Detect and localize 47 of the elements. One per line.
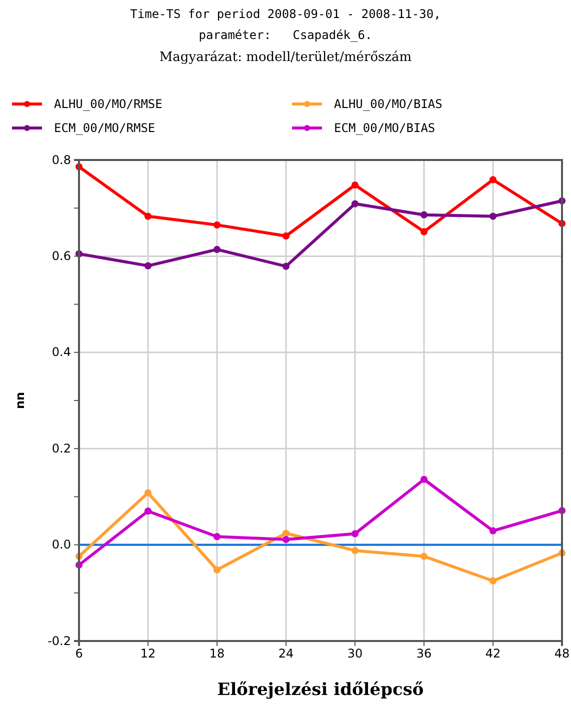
y-tick-label: -0.2 [48, 634, 71, 648]
point [213, 246, 221, 254]
point [282, 262, 290, 270]
point [144, 489, 152, 496]
y-tick-label: 0.8 [52, 152, 71, 167]
point [489, 577, 497, 584]
x-tick-label: 24 [278, 646, 294, 661]
legend-label: ALHU_00/MO/BIAS [334, 97, 442, 111]
x-tick-label: 48 [554, 646, 570, 661]
point [489, 527, 497, 534]
legend-label: ECM_00/MO/RMSE [54, 121, 156, 135]
point [282, 530, 290, 537]
y-tick-label: 0.6 [52, 249, 71, 264]
x-tick-label: 6 [75, 646, 83, 661]
point [144, 212, 152, 220]
legend-label: ECM_00/MO/BIAS [334, 121, 436, 135]
point [351, 530, 359, 538]
point [420, 552, 428, 560]
x-tick-label: 30 [347, 646, 363, 661]
text: Magyarázat: modell/terület/mérőszám [159, 50, 412, 65]
point [351, 200, 359, 208]
x-tick-label: 12 [140, 646, 156, 661]
point [213, 533, 221, 540]
point [489, 176, 497, 184]
x-tick-label: 18 [209, 646, 225, 661]
point [420, 476, 428, 483]
point [282, 232, 290, 240]
point [489, 212, 497, 220]
chart-title: Time-TS for period 2008-09-01 - 2008-11-30, [130, 7, 441, 21]
point [420, 228, 428, 236]
point [144, 262, 152, 270]
y-tick-label: 0.0 [52, 538, 71, 552]
point [144, 508, 152, 515]
x-tick-label: 42 [485, 646, 501, 661]
y-tick-label: 0.4 [52, 345, 71, 360]
point [351, 181, 359, 189]
point [420, 211, 428, 218]
x-tick-label: 36 [416, 646, 432, 661]
y-tick-label: 0.2 [52, 441, 71, 456]
x-axis-title: Előrejelzési időlépcső [217, 680, 424, 700]
y-axis-title: nn [13, 392, 27, 410]
legend-label: ALHU_00/MO/RMSE [54, 97, 162, 111]
point [282, 536, 290, 544]
chart-subtitle: paraméter: Csapadék_6. [198, 28, 372, 42]
point [213, 566, 221, 574]
point [213, 221, 221, 228]
point [351, 547, 359, 554]
